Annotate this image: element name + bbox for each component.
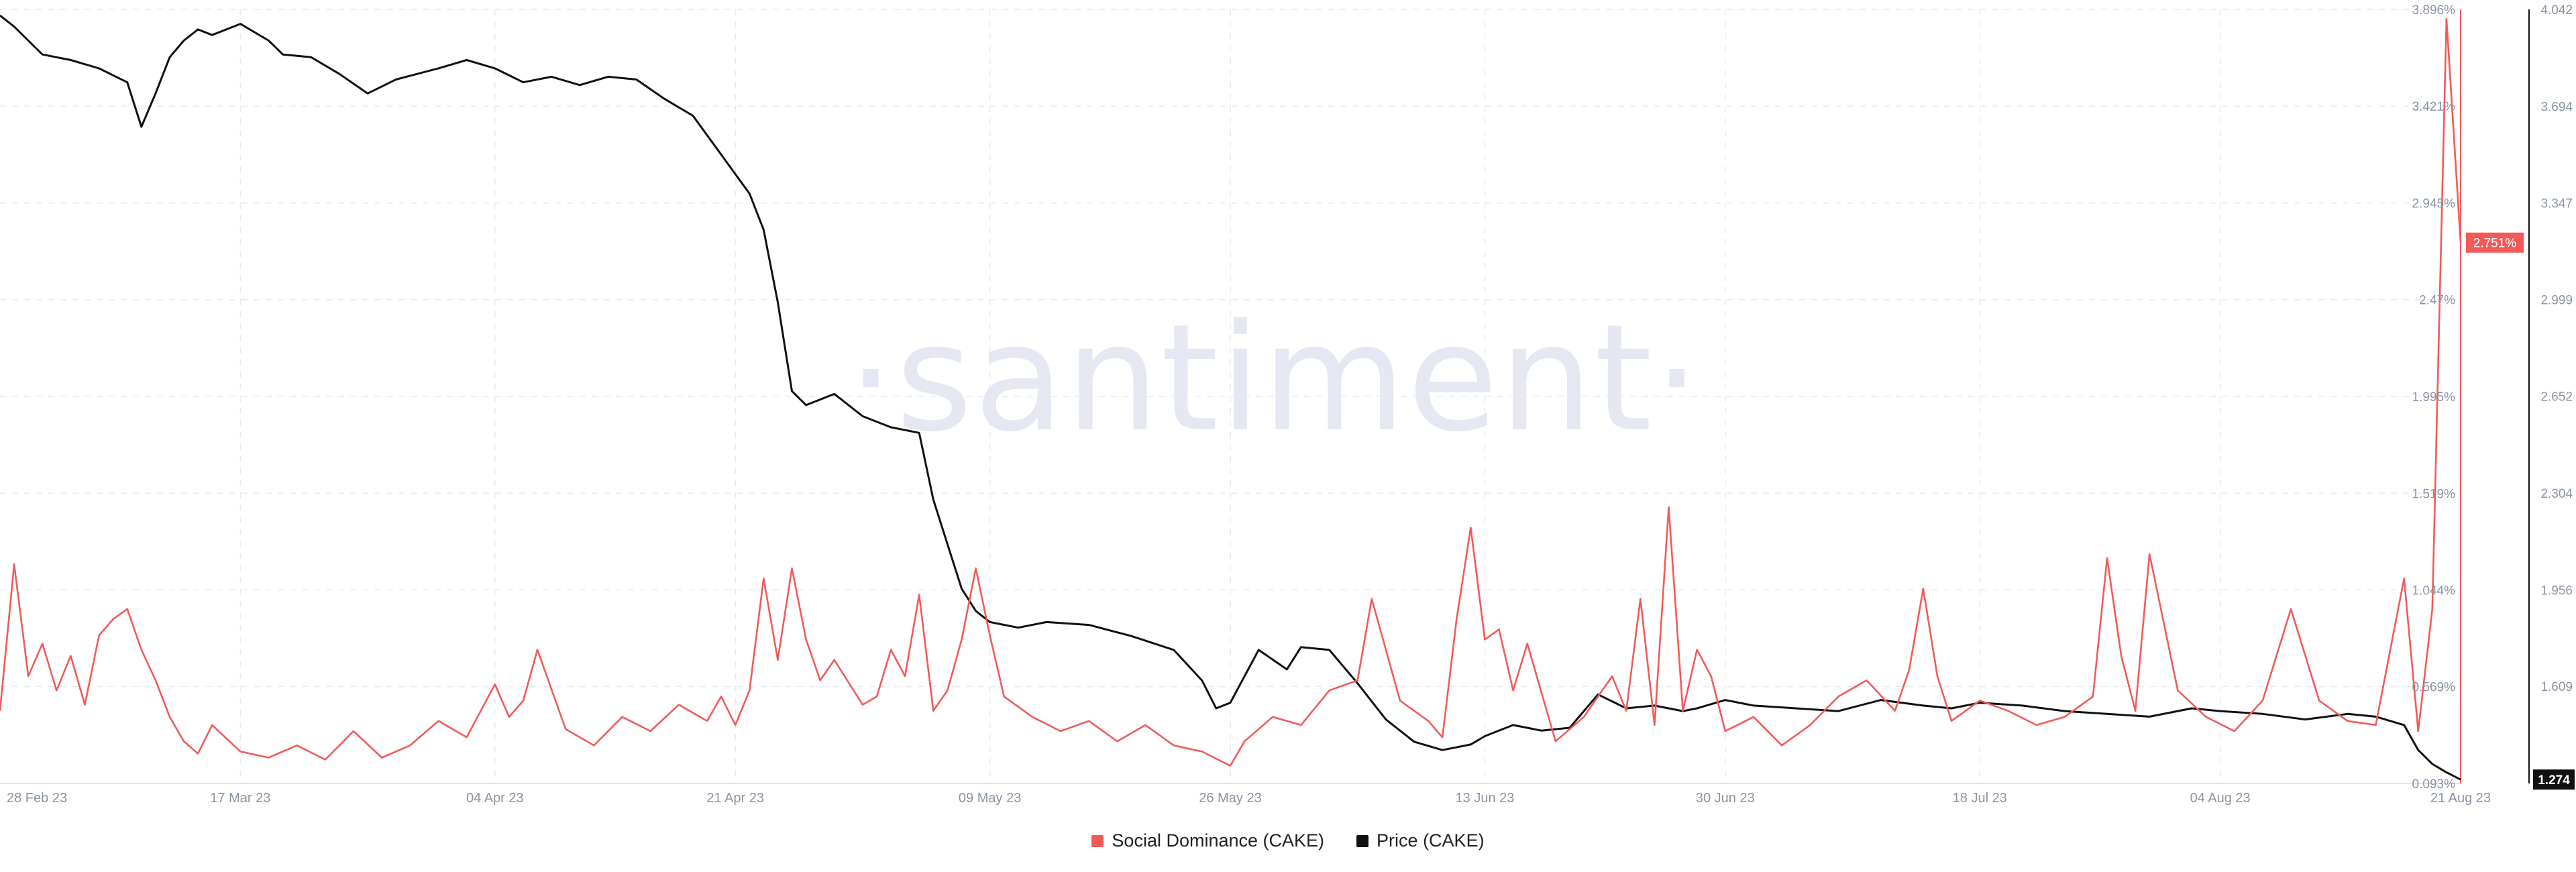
y-left-tick-label: 2.47% <box>2419 294 2455 308</box>
social-series-layer <box>0 17 2462 767</box>
y-left-tick-label: 1.044% <box>2412 584 2456 598</box>
current-social-badge <box>2466 232 2524 253</box>
y-left-tick-label: 2.945% <box>2412 197 2456 211</box>
x-tick-label: 13 Jun 23 <box>1456 791 1515 806</box>
y-right-tick-label: 4.042 <box>2540 3 2573 17</box>
y-right-tick-label: 3.694 <box>2540 100 2573 114</box>
legend-swatch-social <box>1091 834 1104 847</box>
legend-item-price[interactable]: Price (CAKE) <box>1356 830 1485 851</box>
chart-axes <box>0 9 2530 784</box>
santiment-watermark: ·santiment· <box>847 292 1701 464</box>
y-right-tick-label: 2.999 <box>2540 294 2573 308</box>
y-left-tick-label: 1.995% <box>2412 390 2456 404</box>
y-right-tick-label: 3.347 <box>2540 197 2573 211</box>
x-tick-label: 17 Mar 23 <box>210 791 270 806</box>
x-tick-label: 09 May 23 <box>959 791 1021 806</box>
y-right-tick-label: 2.652 <box>2540 390 2573 404</box>
legend-swatch-price <box>1356 834 1369 847</box>
y-left-tick-label: 3.421% <box>2412 100 2456 114</box>
current-social-label: 2.751% <box>2473 237 2517 251</box>
price-series-layer <box>0 14 2461 781</box>
x-tick-label: 26 May 23 <box>1199 791 1261 806</box>
y-left-tick-label: 0.093% <box>2412 777 2456 792</box>
current-price-badge <box>2533 769 2575 790</box>
y-right-tick-label: 1.956 <box>2540 584 2573 598</box>
x-tick-label: 21 Apr 23 <box>706 791 764 806</box>
grid-lines <box>0 9 2461 784</box>
legend-item-social-dominance[interactable]: Social Dominance (CAKE) <box>1091 830 1324 851</box>
y-right-tick-label: 2.304 <box>2540 487 2573 501</box>
legend-label-price: Price (CAKE) <box>1377 830 1485 851</box>
legend: Social Dominance (CAKE) Price (CAKE) <box>0 830 2576 851</box>
x-tick-label: 18 Jul 23 <box>1953 791 2007 806</box>
x-tick-label: 21 Aug 23 <box>2430 791 2491 806</box>
y-left-tick-label: 3.896% <box>2412 3 2456 17</box>
legend-label-social: Social Dominance (CAKE) <box>1112 830 1325 851</box>
y-left-tick-label: 1.519% <box>2412 487 2456 501</box>
x-tick-label: 04 Aug 23 <box>2190 791 2251 806</box>
y-right-tick-label: 1.609 <box>2540 680 2573 694</box>
x-tick-label: 30 Jun 23 <box>1696 791 1755 806</box>
y-left-tick-label: 0.569% <box>2412 681 2456 695</box>
x-tick-label: 04 Apr 23 <box>466 791 524 806</box>
x-tick-label: 28 Feb 23 <box>7 791 67 806</box>
price-line <box>0 14 2461 781</box>
axis-labels: 3.896% 3.421% 2.945% 2.47% 1.995% 1.519% 1.044… <box>7 3 2575 806</box>
social-dominance-line <box>0 17 2462 767</box>
current-price-label: 1.274 <box>2538 773 2570 787</box>
